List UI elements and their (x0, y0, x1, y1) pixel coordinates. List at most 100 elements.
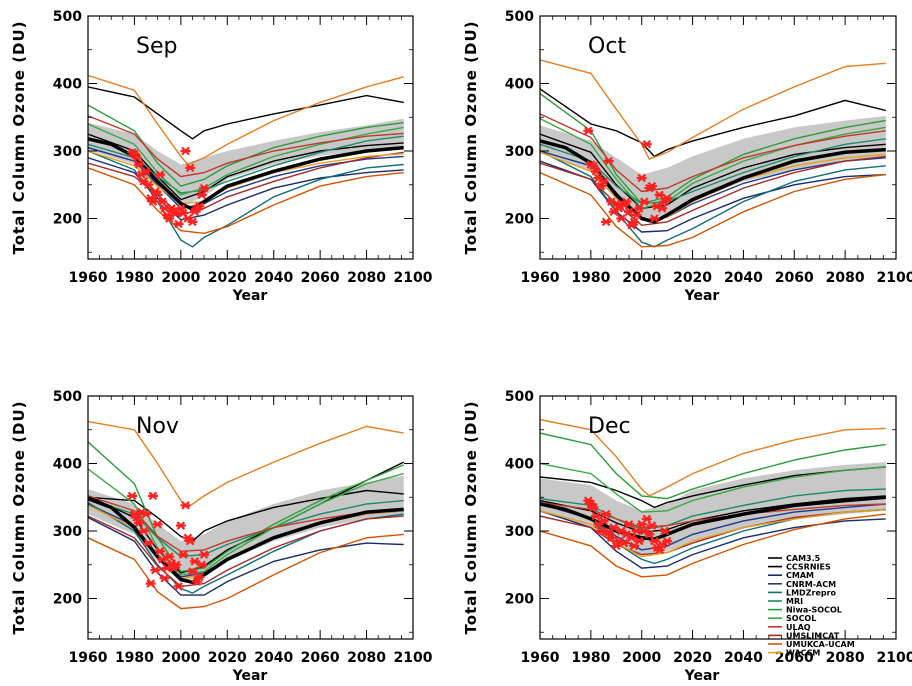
observation-point (175, 204, 186, 213)
observation-point (646, 521, 657, 530)
series-umukca-ucam (540, 171, 886, 248)
observation-point (621, 197, 632, 206)
observation-point (603, 156, 614, 166)
panel-sep: 1960 1980 2000 2020 2040 2060 2080 2100 200 300 40… (10, 9, 433, 304)
observation-point (148, 491, 158, 501)
y-tick-label: 200 (53, 592, 82, 608)
x-tick-label: 2100 (394, 270, 433, 286)
observation-point (596, 526, 607, 536)
observation-point (634, 536, 645, 546)
observation-point (178, 550, 189, 559)
observation-point (583, 126, 594, 136)
month-label: Dec (588, 414, 631, 439)
x-tick-label: 1960 (521, 650, 560, 666)
observation-point (598, 177, 609, 186)
series-unlabeled-12 (540, 418, 886, 497)
x-tick-label: 2000 (622, 270, 661, 286)
x-tick-label: 2100 (877, 270, 912, 286)
legend-entry: CAM3.5 (786, 554, 821, 563)
x-tick-label: 2060 (775, 270, 814, 286)
observation-point (192, 577, 203, 586)
series-multi-model-mean (540, 495, 886, 541)
legend-entry: CNRM-ACM (786, 580, 836, 589)
legend-entry: LMDZrepro (786, 588, 837, 597)
observation-point (634, 204, 645, 213)
x-axis-title: Year (684, 288, 720, 304)
legend-entry: CMAM (786, 571, 814, 580)
y-tick-label: 400 (505, 77, 534, 93)
series-lmdzrepro (540, 150, 886, 248)
month-label: Oct (588, 34, 626, 59)
x-tick-label: 2020 (673, 270, 712, 286)
x-tick-label: 1980 (115, 270, 154, 286)
observation-point (134, 160, 145, 169)
observation-point (618, 538, 629, 548)
series-socol (88, 468, 404, 576)
x-tick-label: 2040 (254, 650, 293, 666)
x-tick-label: 2080 (347, 650, 386, 666)
plot-area (88, 74, 404, 248)
observation-point (626, 533, 637, 543)
legend-entry: SOCOL (786, 614, 816, 623)
y-tick-label: 200 (505, 212, 534, 228)
observation-point (175, 521, 186, 530)
observation-point (636, 173, 647, 183)
observation-point (185, 536, 196, 546)
observation-point (588, 161, 599, 171)
y-axis-title: Total Column Ozone (DU) (462, 400, 480, 634)
x-tick-label: 2060 (775, 650, 814, 666)
observation-point (173, 219, 184, 229)
observation-point (138, 526, 149, 536)
observation-point (145, 579, 156, 588)
x-tick-label: 1960 (69, 270, 108, 286)
series-cmam (540, 160, 886, 233)
x-tick-label: 2020 (208, 650, 247, 666)
x-axis-title: Year (232, 288, 268, 304)
observation-point (199, 183, 210, 193)
observation-point (601, 217, 612, 227)
series-mri (540, 138, 886, 205)
observation-point (154, 170, 165, 179)
y-tick-label: 400 (53, 77, 82, 93)
observation-point (185, 163, 196, 173)
observation-point (157, 197, 168, 206)
series-umukca-ucam (540, 513, 886, 578)
series-unlabeled-12 (88, 74, 404, 166)
series-cam3-5 (540, 88, 886, 158)
observation-point (196, 190, 207, 200)
x-tick-label: 2040 (724, 270, 763, 286)
observation-point (590, 166, 601, 176)
series-ulaq (88, 115, 404, 178)
series-lmdzrepro (88, 150, 404, 248)
observation-point (187, 217, 198, 227)
series-umslimcat (88, 515, 404, 588)
x-tick-label: 2040 (254, 270, 293, 286)
observation-point (657, 204, 668, 213)
observation-point (141, 166, 152, 176)
plot-area (540, 59, 886, 248)
legend: CAM3.5CCSRNIESCMAMCNRM-ACMLMDZreproMRINi… (768, 554, 855, 658)
observation-point (662, 193, 673, 203)
x-axis-title: Year (684, 668, 720, 684)
y-tick-label: 400 (53, 457, 82, 473)
x-tick-label: 2060 (301, 270, 340, 286)
series-socol (540, 117, 886, 210)
observation-point (148, 197, 158, 206)
series-cam3-5 (88, 86, 404, 140)
observation-point (641, 139, 652, 149)
legend-entry: ULAQ (786, 623, 811, 632)
panel-dec: 1960 1980 2000 2020 2040 2060 2080 2100 200 300 40… (462, 389, 912, 684)
observation-point (611, 199, 622, 208)
y-tick-label: 500 (53, 9, 82, 25)
x-tick-label: 2100 (394, 650, 433, 666)
observation-point (164, 552, 175, 561)
x-tick-label: 1960 (521, 270, 560, 286)
observation-point (129, 149, 140, 158)
observation-point (608, 523, 619, 532)
observation-point (654, 545, 665, 555)
x-tick-label: 2080 (826, 650, 865, 666)
observation-point (629, 217, 640, 227)
x-tick-label: 2000 (161, 270, 200, 286)
y-tick-label: 300 (505, 524, 534, 540)
